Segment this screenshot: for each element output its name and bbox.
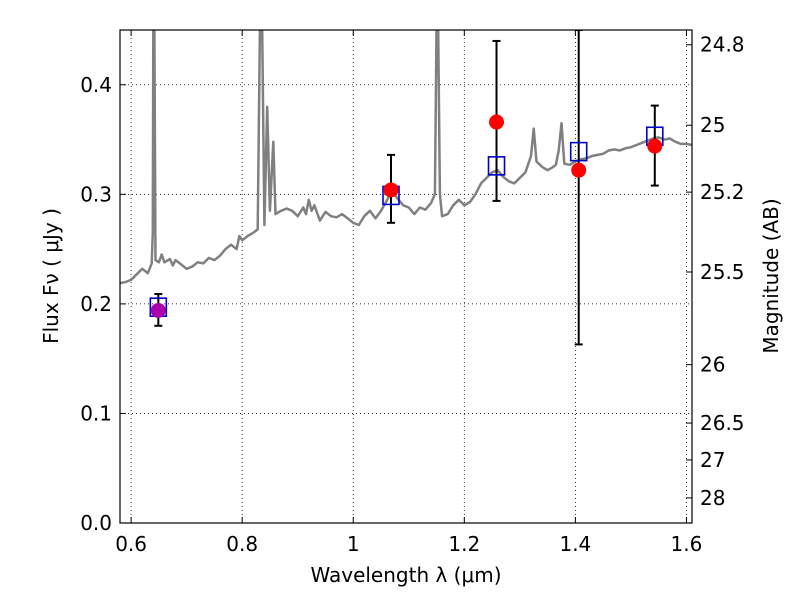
model-square-marker [487, 156, 506, 176]
y-tick-label: 0.0 [80, 511, 112, 535]
y-tick-label: 0.3 [80, 182, 112, 206]
x-tick-label: 1.2 [448, 532, 480, 556]
observed-flux-point [647, 138, 663, 154]
observed-flux-point [150, 302, 166, 318]
y2-tick-label: 24.8 [700, 33, 745, 57]
y2-tick-label: 26.5 [700, 411, 745, 435]
x-axis-title: Wavelength λ (μm) [310, 563, 501, 587]
x-tick-label: 1.4 [559, 532, 591, 556]
y2-tick-label: 25.2 [700, 180, 745, 204]
y-tick-label: 0.2 [80, 292, 112, 316]
y2-tick-label: 28 [700, 486, 725, 510]
observed-flux-point [571, 162, 587, 178]
observed-flux-point [383, 182, 399, 198]
y2-tick-label: 25 [700, 113, 725, 137]
y-axis-title: Flux Fν ( μJy ) [39, 208, 63, 344]
model-square-marker [569, 141, 588, 162]
data-markers [149, 114, 664, 318]
y2-tick-label: 26 [700, 353, 725, 377]
x-tick-label: 1.6 [671, 532, 703, 556]
observed-flux-point [489, 114, 505, 130]
y2-tick-label: 25.5 [700, 260, 745, 284]
x-tick-label: 0.6 [115, 532, 147, 556]
x-tick-label: 1 [347, 532, 360, 556]
y2-tick-label: 27 [700, 448, 725, 472]
y-tick-label: 0.1 [80, 401, 112, 425]
y-tick-label: 0.4 [80, 73, 112, 97]
y2-axis-title: Magnitude (AB) [759, 198, 783, 353]
axis-ticks: 0.6 0.8 1 1.2 1.4 1.6 0.0 0.1 0.2 0.3 0.4 24.8 25 25.… [80, 30, 745, 556]
plot-frame [119, 29, 693, 524]
x-tick-label: 0.8 [226, 532, 258, 556]
